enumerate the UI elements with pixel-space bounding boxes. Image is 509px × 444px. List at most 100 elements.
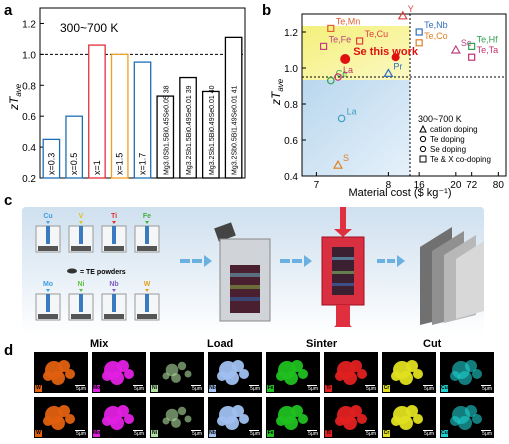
eds-blob [177,361,187,371]
eds-blob [165,363,179,377]
beaker-Cu-pointer [46,221,50,224]
eds-element-tag: Mo [93,430,101,437]
point-S [332,159,344,169]
eds-blob [110,416,124,430]
point-Te,Cu [355,37,364,45]
eds-map-Ni: Ni 5μm [150,352,204,393]
bar-label-4: x=1.7 [138,153,148,175]
eds-blob [43,371,53,381]
scale-label: 5μm [192,386,202,392]
beaker-Ni-label: Ni [78,281,85,288]
eds-blob [225,416,239,430]
beaker-W-pointer [145,289,149,292]
beaker-V-label: V [79,213,84,220]
chart-b-xtick-label: 16 [414,180,426,191]
chart-b-xlabel: Material cost ($ kg⁻¹) [349,187,452,199]
eds-blob [406,360,418,372]
eds-map-Ti: Ti 5μm [324,397,378,438]
beaker-Ni-stirrer [79,294,83,312]
eds-map-W: W 5μm [34,397,88,438]
beaker-Cu-label: Cu [43,213,52,220]
eds-blob [217,416,227,426]
point-label-Te,Fe: Te,Fe [329,34,352,44]
eds-blob [117,360,129,372]
eds-blob [343,371,357,385]
point-label-Te,Hf: Te,Hf [477,34,499,44]
point-label-Se this work: Se this work [353,46,419,58]
beaker-Nb-stirrer [112,294,116,312]
panel-letter-c: c [4,192,13,209]
eds-map-Cr: Cr 5μm [382,352,436,393]
legend-marker [419,135,427,143]
beaker-Cu-stirrer [46,226,50,244]
point-label-S: S [343,153,349,163]
beaker-Ti-label: Ti [111,213,117,220]
point-se-secondary [391,53,400,62]
scale-label: 5μm [482,386,492,392]
stage-label-load: Load [207,338,234,350]
chart-b-ytick-label: 0.4 [284,172,298,183]
eds-element-tag: Cr [383,430,390,437]
eds-element-tag: W [35,385,42,392]
scale-bar [191,385,201,386]
beaker-Ni-powder [71,314,91,319]
beaker-Mo-pointer [46,289,50,292]
bar-label-1: x=0.5 [69,153,79,175]
eds-blob [335,416,345,426]
point-Te,Nb [415,28,423,36]
eds-blob [284,371,298,385]
beaker-V-stirrer [79,226,83,244]
chart-b-ytick-label: 1.2 [284,28,298,39]
eds-blob [276,371,286,381]
scale-label: 5μm [250,431,260,437]
eds-blob [276,416,286,426]
eds-blob [65,414,75,424]
beaker-Ti-pointer [112,221,116,224]
scale-label: 5μm [134,431,144,437]
scale-bar [75,385,85,386]
bar-0 [42,138,61,179]
eds-element-tag: Nb [209,430,216,437]
scale-bar [365,385,375,386]
legend-label: Te & X co-doping [430,155,491,164]
stage-label-mix: Mix [90,338,109,350]
eds-element-tag: Ti [325,430,332,437]
eds-blob [298,414,308,424]
eds-blob [102,416,112,426]
bar-label-8: Mg3.2Sb0.5Bi1.49Se0.01 41 [232,85,239,175]
process-schematic: Cu V Ti Fe Mo Ni Nb W = TE powders [22,207,484,335]
point-label-Te,Nb: Te,Nb [424,20,448,30]
legend-label: Se doping [430,145,466,154]
high-zt-region [302,26,410,80]
eds-blob [350,360,362,372]
powder-icon [67,268,77,274]
eds-blob [58,405,70,417]
scale-label: 5μm [76,386,86,392]
eds-blob [465,405,477,417]
eds-map-W: W 5μm [34,352,88,393]
scale-bar [191,430,201,431]
point-Te,Fe [319,42,328,51]
scale-label: 5μm [366,386,376,392]
eds-blob [399,416,413,430]
point-Te,Co [415,39,423,47]
beaker-Mo-stirrer [46,294,50,312]
eds-blob [232,405,244,417]
eds-blob [51,371,65,385]
eds-blob [450,371,460,381]
eds-element-tag: Cr [383,385,390,392]
eds-blob [335,371,345,381]
eds-blob [284,416,298,430]
point-Pr [383,68,394,78]
eds-blob [357,414,367,424]
eds-blob [413,414,423,424]
chart-a-ytick-label: 0.8 [22,81,36,92]
eds-blob [165,408,179,422]
eds-element-tag: Cu [441,430,448,437]
eds-blob [217,371,227,381]
eds-blob [350,405,362,417]
beaker-Fe-pointer [145,221,149,224]
cut-wafers [420,227,484,325]
eds-blob [239,369,249,379]
chart-a-ytick-label: 0.6 [22,112,36,123]
